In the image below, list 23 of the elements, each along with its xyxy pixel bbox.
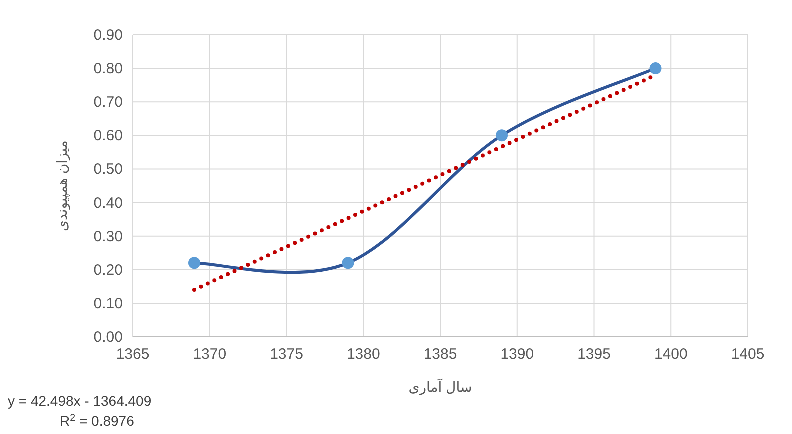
text: y = 42.498x - 1364.409 xyxy=(8,393,152,409)
x-tick-label: 1385 xyxy=(424,346,458,363)
y-tick-label: 0.20 xyxy=(94,262,123,279)
text: R$^{2}$ = 0.8976 xyxy=(60,412,135,429)
x-tick-label: 1375 xyxy=(270,346,304,363)
y-tick-label: 0.70 xyxy=(94,94,123,112)
y-tick-label: 0.80 xyxy=(94,60,123,78)
x-tick-label: 1405 xyxy=(731,346,765,363)
y-tick-label: 0.10 xyxy=(94,295,123,312)
x-tick-label: 1395 xyxy=(578,346,611,363)
x-axis-title: سال آماری xyxy=(408,378,472,396)
y-tick-label: 0.40 xyxy=(94,194,123,212)
x-tick-label: 1365 xyxy=(116,346,150,363)
y-tick-label: 0.90 xyxy=(94,27,123,44)
y-tick-label: 0.60 xyxy=(94,128,123,145)
y-tick-label: 0.00 xyxy=(94,329,123,346)
y-tick-label: 0.30 xyxy=(94,228,123,246)
x-tick-label: 1390 xyxy=(500,346,534,363)
x-tick-label: 1380 xyxy=(346,346,380,363)
x-tick-label: 1400 xyxy=(654,346,688,363)
x-tick-label: 1370 xyxy=(193,346,227,363)
y-axis-title: میزان همپیوندی xyxy=(54,140,71,232)
y-tick-label: 0.50 xyxy=(94,161,123,178)
